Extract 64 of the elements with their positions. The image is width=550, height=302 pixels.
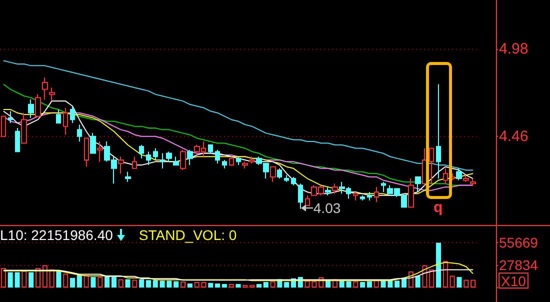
candlestick bbox=[8, 110, 13, 124]
candlestick bbox=[325, 186, 331, 196]
candlestick bbox=[222, 160, 227, 169]
candlestick bbox=[125, 171, 131, 182]
candlestick bbox=[367, 192, 372, 201]
candlestick bbox=[429, 148, 434, 184]
candlestick bbox=[77, 124, 82, 142]
candlestick bbox=[470, 178, 476, 186]
line-series bbox=[2, 60, 474, 171]
candlestick bbox=[1, 116, 6, 137]
candlestick bbox=[70, 106, 75, 124]
y-tick-label: 4.46 bbox=[499, 128, 528, 145]
annotation: STAND_VOL: 0 bbox=[138, 227, 237, 243]
candlestick bbox=[353, 193, 358, 201]
candlestick bbox=[305, 194, 310, 206]
candlestick bbox=[42, 76, 48, 100]
candlestick bbox=[166, 151, 172, 162]
annotation: L10: 22151986.40 bbox=[0, 227, 113, 243]
candlestick bbox=[35, 94, 41, 117]
candlestick bbox=[374, 186, 379, 203]
candlestick bbox=[415, 176, 421, 192]
candlestick bbox=[249, 156, 255, 164]
candlestick bbox=[160, 152, 165, 169]
candlestick bbox=[408, 178, 414, 208]
y-tick-label: X10 bbox=[501, 273, 526, 289]
candlestick bbox=[84, 138, 89, 168]
candlestick bbox=[277, 168, 282, 180]
candlestick bbox=[215, 149, 220, 164]
candlestick bbox=[49, 87, 55, 102]
candlestick bbox=[456, 168, 462, 181]
candlestick bbox=[63, 107, 68, 136]
candlestick bbox=[90, 132, 96, 154]
candlestick bbox=[298, 183, 303, 210]
candlestick bbox=[146, 151, 151, 166]
candlestick bbox=[187, 149, 193, 166]
candlestick bbox=[270, 166, 276, 182]
candlestick bbox=[28, 98, 34, 118]
candlestick bbox=[139, 144, 144, 159]
candlestick bbox=[132, 156, 137, 169]
candlestick bbox=[97, 140, 103, 162]
candlestick bbox=[284, 174, 289, 182]
candlestick bbox=[229, 156, 234, 166]
y-tick-label: 4.98 bbox=[499, 40, 528, 58]
candlestick bbox=[180, 149, 186, 171]
candlestick bbox=[436, 84, 441, 180]
candlestick bbox=[173, 156, 179, 166]
candlestick bbox=[242, 161, 248, 169]
candlestick bbox=[153, 148, 158, 160]
candlestick bbox=[21, 112, 27, 144]
candlestick bbox=[56, 108, 61, 124]
candlestick bbox=[291, 176, 296, 186]
candlestick bbox=[381, 181, 386, 192]
candlestick bbox=[208, 144, 213, 154]
y-tick-label: 27834 bbox=[499, 257, 538, 274]
candlestick bbox=[15, 128, 20, 152]
annotation: q bbox=[434, 198, 443, 216]
annotation: 4.03 bbox=[313, 200, 341, 216]
candlestick bbox=[360, 194, 365, 201]
candlestick bbox=[443, 168, 448, 184]
y-tick-label: 55669 bbox=[499, 234, 538, 251]
candlestick bbox=[332, 183, 338, 194]
candlestick bbox=[236, 156, 241, 166]
candlestick bbox=[463, 174, 469, 182]
candlestick bbox=[118, 156, 124, 174]
